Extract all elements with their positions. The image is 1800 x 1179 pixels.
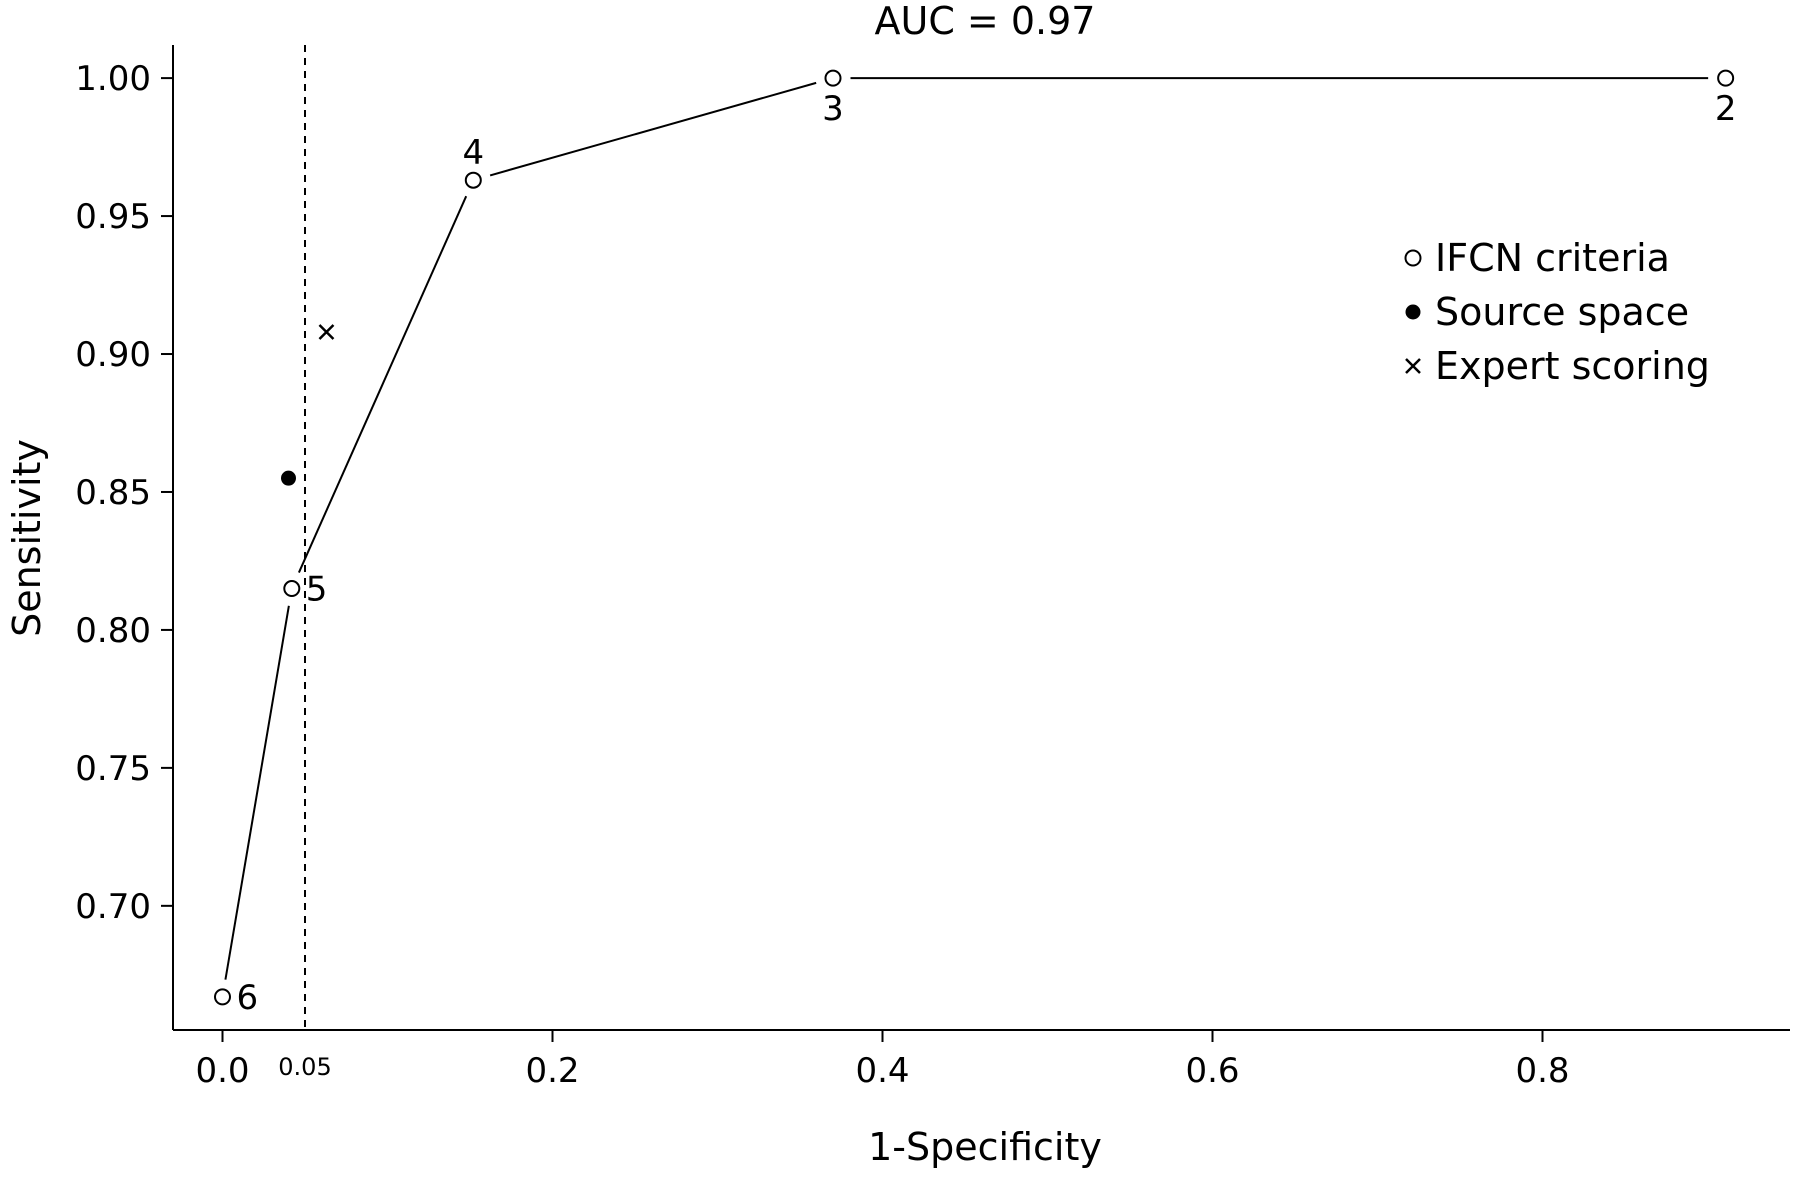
y-axis-title: Sensitivity — [5, 439, 49, 637]
ifcn-point — [824, 69, 842, 87]
legend-marker-source — [1405, 304, 1421, 320]
y-tick-label: 1.00 — [75, 59, 151, 99]
ifcn-point — [1717, 69, 1735, 87]
y-tick-label: 0.80 — [75, 611, 151, 651]
y-tick-label: 0.75 — [75, 749, 151, 789]
y-tick-label: 0.95 — [75, 197, 151, 237]
x-tick-label: 0.6 — [1185, 1051, 1239, 1091]
series-line-segment — [224, 605, 290, 980]
legend-label: Expert scoring — [1435, 344, 1710, 388]
ifcn-point — [464, 171, 482, 189]
point-label: 3 — [822, 89, 844, 129]
point-label: 5 — [306, 570, 328, 610]
x-tick-label-small: 0.05 — [278, 1053, 331, 1081]
ifcn-point — [283, 580, 301, 598]
point-label: 4 — [462, 133, 484, 173]
x-axis-title: 1-Specificity — [868, 1125, 1102, 1169]
y-tick-label: 0.90 — [75, 335, 151, 375]
y-tick-label: 0.85 — [75, 473, 151, 513]
series-line-segment — [297, 195, 468, 573]
point-label: 6 — [237, 978, 259, 1018]
chart-title: AUC = 0.97 — [875, 0, 1096, 43]
y-tick-label: 0.70 — [75, 887, 151, 927]
point-label: 2 — [1715, 89, 1737, 129]
plot-area: 0.0 0.2 0.4 0.6 0.8 0.05 0.70 0.75 0.80 0.85 0.90 0… — [75, 45, 1790, 1091]
x-tick-label: 0.2 — [525, 1051, 579, 1091]
legend: IFCN criteria Source space Expert scoring — [1404, 236, 1710, 388]
x-tick-label: 0.0 — [195, 1051, 249, 1091]
source-space-point — [281, 470, 296, 486]
legend-marker-ifcn — [1404, 249, 1422, 267]
legend-marker-expert — [1405, 358, 1421, 374]
legend-label: IFCN criteria — [1435, 236, 1670, 280]
x-tick-label: 0.8 — [1515, 1051, 1569, 1091]
x-tick-label: 0.4 — [855, 1051, 909, 1091]
ifcn-point — [214, 988, 231, 1006]
series-line-segment — [489, 81, 817, 177]
legend-label: Source space — [1435, 290, 1689, 334]
expert-scoring-point — [318, 324, 335, 340]
